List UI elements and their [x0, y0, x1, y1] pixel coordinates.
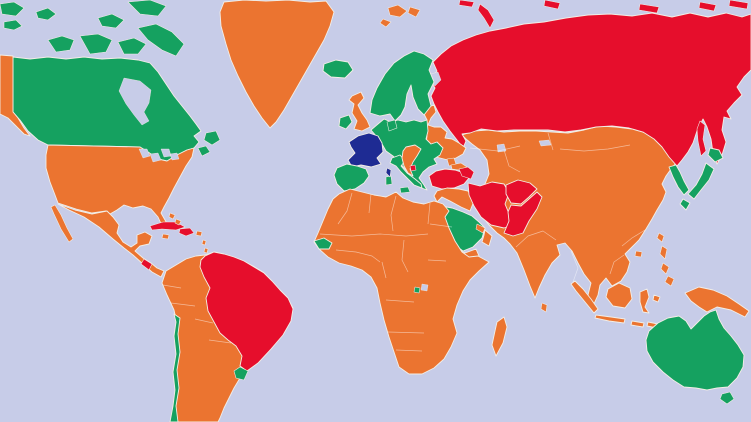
country-japan [679, 147, 724, 211]
sardinia [385, 175, 393, 186]
region-west-balkans [401, 144, 422, 177]
country-kosovo [409, 164, 417, 172]
taiwan [656, 232, 665, 243]
bahamas [168, 212, 182, 226]
country-uae [475, 223, 486, 234]
sicily [399, 186, 411, 194]
country-rwanda [413, 286, 421, 294]
country-korea [668, 164, 690, 196]
sri-lanka [540, 302, 548, 313]
region-brazil-venezuela [199, 251, 294, 372]
country-senegal [313, 237, 333, 250]
sakhalin-island [696, 120, 707, 157]
lake-balkhash [538, 139, 552, 147]
country-ireland [338, 114, 353, 130]
region-scandinavia [369, 50, 435, 122]
alaska [0, 54, 31, 137]
hainan [634, 250, 643, 258]
arctic-islands-russia [458, 0, 749, 29]
jamaica [161, 233, 170, 240]
region-iberia [333, 163, 370, 192]
region-mexico-central-america [57, 203, 165, 278]
country-afghanistan [505, 179, 538, 205]
region-armenia-azerbaijan [458, 166, 475, 180]
country-cuba [149, 221, 186, 231]
baja-california [50, 204, 74, 243]
hudson-bay [118, 77, 152, 126]
canada-arctic-islands [0, 0, 185, 57]
madagascar [491, 316, 508, 357]
country-united-kingdom [348, 91, 371, 132]
country-costa-rica [140, 258, 153, 271]
country-oman [481, 229, 493, 247]
hispaniola [178, 227, 195, 237]
country-australia [645, 309, 745, 391]
country-denmark [386, 119, 398, 132]
region-levant-iraq [433, 187, 475, 212]
country-iceland [322, 59, 354, 79]
internal-borders [162, 132, 646, 352]
country-indonesia [570, 280, 661, 329]
greenland [219, 0, 335, 129]
svalbard [379, 4, 421, 28]
corsica [385, 167, 392, 178]
new-guinea [684, 286, 750, 318]
country-france [347, 132, 384, 168]
tasmania [719, 391, 735, 405]
lake-victoria [420, 283, 429, 292]
newfoundland [203, 130, 221, 146]
country-russia [429, 12, 751, 167]
lesser-antilles [201, 239, 209, 254]
country-chile [169, 313, 181, 422]
philippines [659, 245, 675, 287]
country-uruguay [233, 366, 249, 381]
great-lakes [138, 148, 180, 163]
country-pakistan [503, 191, 543, 237]
nova-scotia [197, 145, 211, 157]
puerto-rico [195, 230, 203, 237]
